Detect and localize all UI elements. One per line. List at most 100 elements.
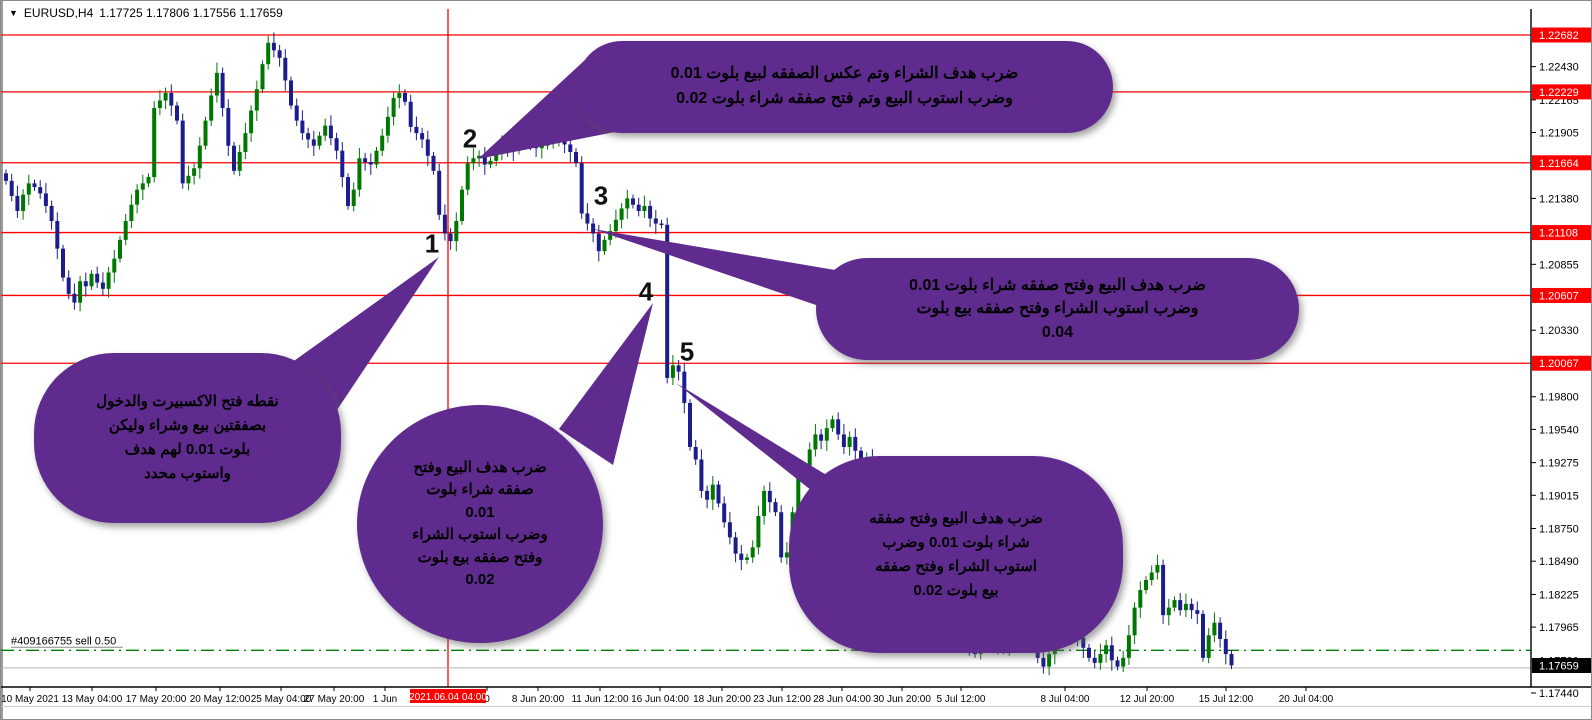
candle-body [1229,654,1234,666]
price-tick-label: 1.19275 [1539,458,1579,470]
time-tick-label: 15 Jul 12:00 [1199,694,1254,705]
candle-body [1126,635,1131,658]
candle-body [118,239,122,259]
candle-body [26,183,31,195]
candle-body [72,293,77,303]
annotation-bubble-sell-target-circle[interactable]: ضرب هدف البيع وفتح صفقه شراء بلوت 0.01 وضرب… [357,405,603,643]
candle-body [551,139,556,144]
candle-body [157,100,162,109]
candle-body [511,148,516,151]
candle-body [841,434,846,447]
candle-body [853,436,858,451]
candle-body [1092,657,1097,663]
candle-body [619,208,624,220]
candle-body [260,64,265,90]
candle-body [197,145,202,169]
candle-body [562,135,567,145]
time-tick-label: 23 Jun 12:00 [753,694,811,705]
candle-body [437,170,442,215]
candle-body [38,187,43,194]
candle-body [95,273,100,283]
candle-body [368,162,373,165]
candle-body [21,194,26,211]
time-tick-label: 25 May 04:00 [251,694,312,705]
price-tick-label: 1.20855 [1539,259,1579,271]
candle-body [214,72,219,96]
candle-body [414,126,419,134]
candle-body [271,42,276,51]
candle-body [739,553,744,560]
candle-body [448,233,453,242]
chart-dropdown-icon[interactable]: ▼ [9,8,18,18]
candle-body [750,547,755,558]
candle-body [311,139,316,146]
candle-body [243,133,248,152]
point-number-1: 1 [424,228,440,259]
candle-body [146,177,151,184]
candle-body [4,173,8,181]
window-frame-edge [1,1,3,719]
candle-body [254,89,259,111]
candle-body [665,224,670,378]
candle-body [15,195,20,211]
candle-body [636,204,641,211]
candle-body [49,205,54,222]
candle-body [699,459,704,491]
candle-body [682,371,687,404]
bubble-text-line: وفتح صفقه بيع بلوت [417,548,543,566]
candle-body [670,365,675,378]
candle-body [385,116,390,136]
svg-text:1.17659: 1.17659 [1539,660,1579,672]
bubble-text-line: بصفقتين بيع وشراء وليكن [108,417,267,434]
candle-body [175,105,179,121]
candle-body [180,120,185,184]
svg-text:2021.06.04 04:00: 2021.06.04 04:00 [409,692,487,703]
annotation-bubble-reverse-to-sell[interactable]: ضرب هدف الشراء وتم عكس الصفقه لبيع بلوت … [576,41,1113,133]
current-price-label [1532,657,1591,673]
annotation-bubble-sell-target-buy[interactable]: ضرب هدف البيع وفتح صفقه شراء بلوت 0.01 وض… [816,258,1299,360]
candle-body [55,221,60,249]
time-tick-label: 27 May 20:00 [304,694,365,705]
candle-body [112,258,117,273]
chart-title: ▼ EURUSD,H4 1.17725 1.17806 1.17556 1.17… [9,6,283,20]
candle-body [1144,580,1148,591]
level-price-label [1532,355,1591,371]
svg-text:1.20607: 1.20607 [1539,290,1579,302]
price-tick-label: 1.22430 [1539,62,1579,74]
time-tick-label: 11 Jun 12:00 [571,694,629,705]
candle-body [482,155,487,165]
candle-body [1121,657,1126,667]
candle-body [585,213,590,224]
candle-body [1206,635,1211,658]
time-tick-label: 17 May 20:00 [126,694,187,705]
candle-body [374,150,379,165]
candle-body [289,80,293,106]
bubble-text-line: صفقه شراء بلوت [426,481,534,498]
bubble-text-line: واستوب محدد [144,465,231,482]
candle-body [477,155,482,159]
candle-body [528,138,533,144]
candle-body [1149,572,1154,581]
level-price-label [1532,27,1591,43]
time-tick-label: 16 Jun 04:00 [631,694,689,705]
chart-symbol-label: EURUSD,H4 [23,6,94,20]
candle-body [1155,564,1160,573]
candle-body [1218,622,1223,640]
price-tick-label: 1.18225 [1539,589,1579,601]
candle-body [727,522,732,538]
candle-body [454,221,459,242]
candle-body [226,108,231,146]
candle-body [762,490,767,516]
candle-body [802,465,806,478]
candle-body [442,214,447,234]
price-tick-label: 1.17965 [1539,622,1579,634]
candle-body [1172,600,1177,608]
point-number-4: 4 [638,276,654,307]
annotation-bubble-expert-entry-point[interactable]: نقطه فتح الاكسبيرت والدخول بصفقتين بيع وش… [34,353,341,523]
bubble-text-line: ضرب هدف الشراء وتم عكس الصفقه لبيع بلوت … [670,65,1019,83]
price-tick-label: 1.18490 [1539,556,1579,568]
annotation-bubble-sell-target-bottom[interactable]: ضرب هدف البيع وفتح صفقه شراء بلوت 0.01 وض… [789,456,1123,653]
candle-body [824,428,829,441]
price-tick-label: 1.21380 [1539,193,1579,205]
